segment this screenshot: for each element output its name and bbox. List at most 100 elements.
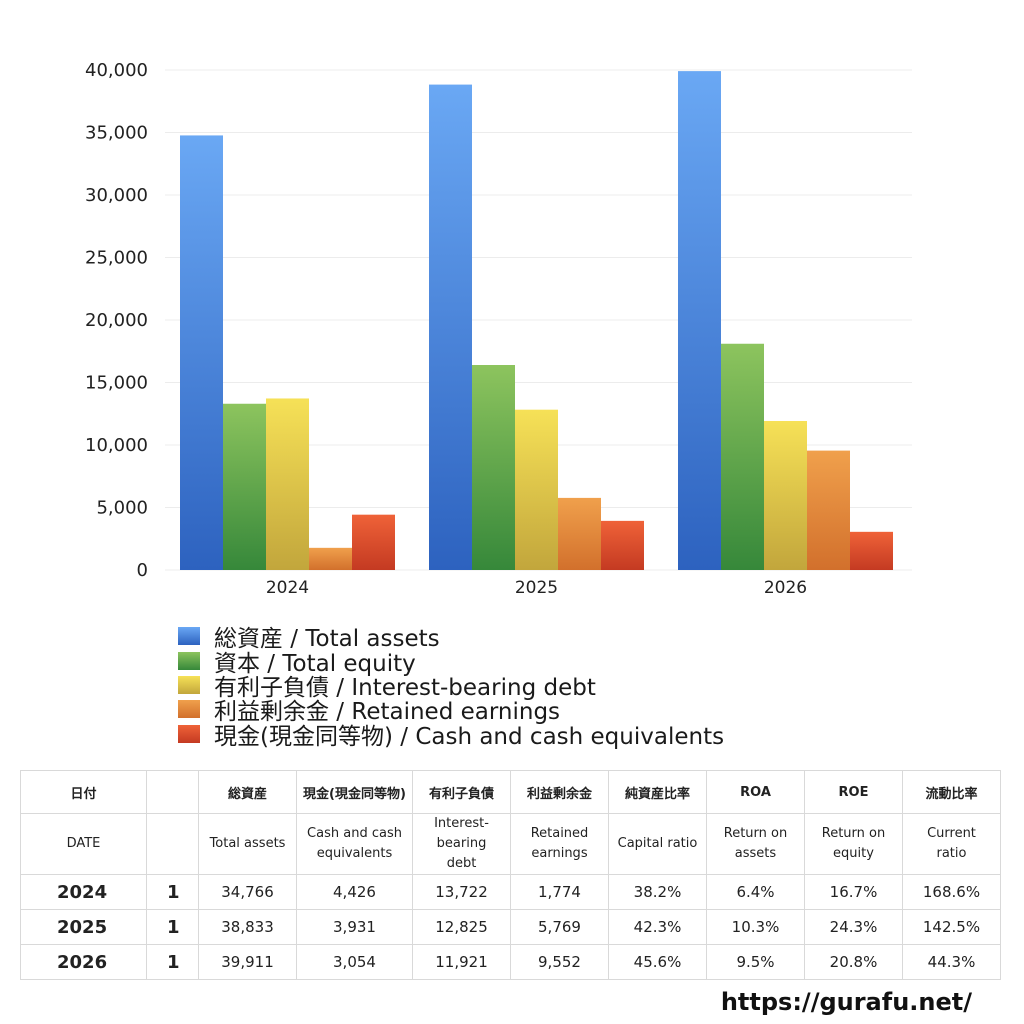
table-row: 2024 1 34,766 4,426 13,722 1,774 38.2% 6.4% 16.7… xyxy=(20,874,1001,910)
bar-2026-series-3 xyxy=(807,450,850,570)
table-header-jp: 日付 総資産 現金(現金同等物) 有利子負債 利益剰余金 純資産比率 ROA ROE 流動比率 xyxy=(20,770,1001,814)
bar-2024-series-3 xyxy=(309,547,352,570)
site-url: https://gurafu.net/ xyxy=(720,988,972,1016)
bar-2025-series-2 xyxy=(515,409,558,570)
x-tick-label: 2025 xyxy=(515,578,558,598)
table-cell: 1 xyxy=(146,874,199,910)
y-tick-label: 10,000 xyxy=(85,435,148,456)
header-cell: Total assets xyxy=(198,813,297,875)
table-row: 2025 1 38,833 3,931 12,825 5,769 42.3% 10.3% 24.… xyxy=(20,909,1001,945)
table-cell: 44.3% xyxy=(902,944,1001,980)
y-tick-label: 0 xyxy=(137,560,148,581)
table-cell: 9,552 xyxy=(510,944,609,980)
table-cell: 39,911 xyxy=(198,944,297,980)
bar-2024-series-2 xyxy=(266,398,309,570)
header-cell: Capital ratio xyxy=(608,813,707,875)
legend-swatch xyxy=(178,651,200,670)
bar-2026-series-0 xyxy=(678,71,721,571)
table-cell: 13,722 xyxy=(412,874,511,910)
table-cell: 2026 xyxy=(20,944,147,980)
header-cell: 利益剰余金 xyxy=(510,770,609,814)
bar-chart: 0 5,000 10,000 15,000 20,000 25,000 30,000 35,0… xyxy=(85,60,912,598)
legend-swatch xyxy=(178,627,200,646)
y-tick-label: 5,000 xyxy=(96,498,148,519)
legend-label: 有利子負債 / Interest-bearing debt xyxy=(214,674,596,701)
bar-2026-series-4 xyxy=(850,531,893,570)
bar-2025-series-3 xyxy=(558,497,601,570)
table-cell: 38.2% xyxy=(608,874,707,910)
table-cell: 5,769 xyxy=(510,909,609,945)
table-cell: 4,426 xyxy=(296,874,413,910)
bar-2026-series-2 xyxy=(764,420,807,570)
table-cell: 11,921 xyxy=(412,944,511,980)
y-tick-label: 35,000 xyxy=(85,123,148,144)
header-cell: ROA xyxy=(706,770,805,814)
header-cell: 日付 xyxy=(20,770,147,814)
legend-item: 利益剰余金 / Retained earnings xyxy=(178,697,724,725)
table-cell: 9.5% xyxy=(706,944,805,980)
legend-item: 総資産 / Total assets xyxy=(178,624,724,652)
bar-2024-series-1 xyxy=(223,403,266,570)
x-tick-labels: 2024 2025 2026 xyxy=(266,578,807,598)
table-cell: 12,825 xyxy=(412,909,511,945)
chart-legend: 総資産 / Total assets 資本 / Total equity 有利子負債… xyxy=(178,624,724,750)
table-cell: 10.3% xyxy=(706,909,805,945)
header-cell: Interest-bearing debt xyxy=(412,813,511,875)
table-header-en: DATE Total assets Cash and cash equivalents… xyxy=(20,813,1001,875)
header-cell xyxy=(146,770,199,814)
header-cell: 総資産 xyxy=(198,770,297,814)
header-cell: 流動比率 xyxy=(902,770,1001,814)
table-cell: 1 xyxy=(146,909,199,945)
header-cell: 現金(現金同等物) xyxy=(296,770,413,814)
legend-label: 資本 / Total equity xyxy=(214,650,416,677)
legend-label: 利益剰余金 / Retained earnings xyxy=(214,699,561,726)
table-cell: 20.8% xyxy=(804,944,903,980)
table-cell: 34,766 xyxy=(198,874,297,910)
table-cell: 16.7% xyxy=(804,874,903,910)
x-tick-label: 2026 xyxy=(764,578,807,598)
table-cell: 3,931 xyxy=(296,909,413,945)
y-tick-label: 30,000 xyxy=(85,185,148,206)
header-cell: DATE xyxy=(20,813,147,875)
legend-item: 有利子負債 / Interest-bearing debt xyxy=(178,673,724,701)
legend-swatch xyxy=(178,675,200,694)
bar-2025-series-4 xyxy=(601,520,644,570)
header-cell: Cash and cash equivalents xyxy=(296,813,413,875)
legend-swatch xyxy=(178,700,200,719)
table-cell: 1 xyxy=(146,944,199,980)
legend-item: 現金(現金同等物) / Cash and cash equivalents xyxy=(178,722,724,750)
y-tick-label: 40,000 xyxy=(85,60,148,81)
y-tick-label: 25,000 xyxy=(85,248,148,269)
header-cell: Return on assets xyxy=(706,813,805,875)
x-tick-label: 2024 xyxy=(266,578,309,598)
table-cell: 24.3% xyxy=(804,909,903,945)
table-cell: 38,833 xyxy=(198,909,297,945)
y-tick-labels: 0 5,000 10,000 15,000 20,000 25,000 30,000 35,0… xyxy=(85,60,148,581)
bar-2026-series-1 xyxy=(721,343,764,570)
legend-swatch xyxy=(178,724,200,743)
header-cell: Current ratio xyxy=(902,813,1001,875)
table-row: 2026 1 39,911 3,054 11,921 9,552 45.6% 9.5% 20.8… xyxy=(20,944,1001,980)
bar-2024-series-0 xyxy=(180,135,223,571)
bar-2024-series-4 xyxy=(352,514,395,570)
table-cell: 2025 xyxy=(20,909,147,945)
legend-label: 現金(現金同等物) / Cash and cash equivalents xyxy=(214,723,725,750)
y-tick-label: 15,000 xyxy=(85,373,148,394)
table-cell: 6.4% xyxy=(706,874,805,910)
table-cell: 2024 xyxy=(20,874,147,910)
table-cell: 168.6% xyxy=(902,874,1001,910)
header-cell: 有利子負債 xyxy=(412,770,511,814)
table-cell: 1,774 xyxy=(510,874,609,910)
header-cell xyxy=(146,813,199,875)
header-cell: 純資産比率 xyxy=(608,770,707,814)
header-cell: ROE xyxy=(804,770,903,814)
table-cell: 142.5% xyxy=(902,909,1001,945)
bar-2025-series-1 xyxy=(472,365,515,570)
legend-item: 資本 / Total equity xyxy=(178,648,724,677)
table-cell: 45.6% xyxy=(608,944,707,980)
table-cell: 42.3% xyxy=(608,909,707,945)
header-cell: Retained earnings xyxy=(510,813,609,875)
header-cell: Return on equity xyxy=(804,813,903,875)
legend-label: 総資産 / Total assets xyxy=(214,626,440,653)
y-tick-label: 20,000 xyxy=(85,310,148,331)
